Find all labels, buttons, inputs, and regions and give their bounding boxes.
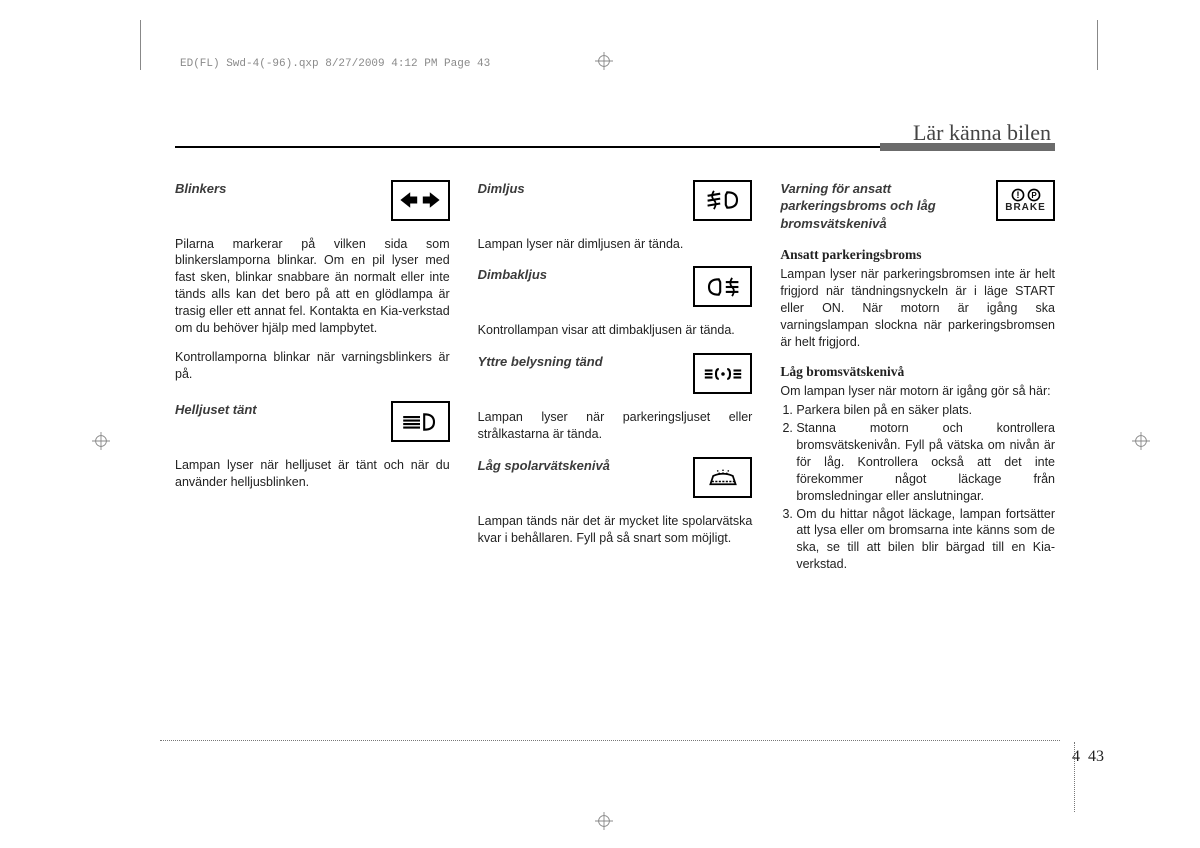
registration-mark-icon xyxy=(92,432,110,450)
registration-mark-icon xyxy=(595,812,613,830)
page-number: 4 43 xyxy=(1072,748,1104,766)
crop-mark xyxy=(1097,20,1098,70)
page-number-value: 43 xyxy=(1088,748,1104,765)
section-title: Dimljus xyxy=(478,180,682,198)
registration-mark-icon xyxy=(1132,432,1150,450)
list-item: Stanna motorn och kontrollera bromsvätsk… xyxy=(796,420,1055,504)
list-item: Om du hittar något läckage, lampan forts… xyxy=(796,506,1055,574)
print-job-header: ED(FL) Swd-4(-96).qxp 8/27/2009 4:12 PM … xyxy=(180,58,490,70)
subheading: Ansatt parkeringsbroms xyxy=(780,246,1055,264)
title-rule xyxy=(175,146,1055,148)
section-title: Blinkers xyxy=(175,180,379,198)
high-beam-icon xyxy=(391,401,450,442)
brake-warning-icon: ! P BRAKE xyxy=(996,180,1055,221)
section-washer-fluid: Låg spolarvätskenivå xyxy=(478,457,753,499)
body-text: Kontrollamporna blinkar när varningsblin… xyxy=(175,349,450,383)
exterior-lights-icon xyxy=(693,353,752,394)
body-text: Lampan tänds när det är mycket lite spol… xyxy=(478,513,753,547)
body-text: Kontrollampan visar att dimbakljusen är … xyxy=(478,322,753,339)
body-text: Lampan lyser när helljuset är tänt och n… xyxy=(175,457,450,491)
steps-list: Parkera bilen på en säker plats. Stanna … xyxy=(780,402,1055,573)
page-content: Lär känna bilen Blinkers Pilarna markera… xyxy=(175,120,1055,574)
crop-mark xyxy=(140,20,141,70)
section-title: Helljuset tänt xyxy=(175,401,379,419)
body-text: Pilarna markerar på vilken sida som blin… xyxy=(175,236,450,337)
section-title: Yttre belysning tänd xyxy=(478,353,682,371)
section-title: Varning för ansatt parkeringsbroms och l… xyxy=(780,180,984,233)
body-text: Lampan lyser när parkeringsbromsen inte … xyxy=(780,266,1055,350)
footer-rule xyxy=(160,740,1060,741)
turn-signal-arrows-icon xyxy=(391,180,450,221)
subheading: Låg bromsvätskenivå xyxy=(780,363,1055,381)
body-text: Om lampan lyser när motorn är igång gör … xyxy=(780,383,1055,400)
column-1: Blinkers Pilarna markerar på vilken sida… xyxy=(175,180,450,575)
list-item: Parkera bilen på en säker plats. xyxy=(796,402,1055,419)
section-blinkers: Blinkers xyxy=(175,180,450,222)
rear-fog-light-icon xyxy=(693,266,752,307)
section-foglight: Dimljus xyxy=(478,180,753,222)
column-3: Varning för ansatt parkeringsbroms och l… xyxy=(780,180,1055,575)
section-number: 4 xyxy=(1072,748,1080,765)
front-fog-light-icon xyxy=(693,180,752,221)
body-text: Lampan lyser när dimljusen är tända. xyxy=(478,236,753,253)
column-2: Dimljus Lampan lyser när dimljusen är tä… xyxy=(478,180,753,575)
registration-mark-icon xyxy=(595,52,613,70)
low-washer-fluid-icon xyxy=(693,457,752,498)
section-title: Dimbakljus xyxy=(478,266,682,284)
section-title: Låg spolarvätskenivå xyxy=(478,457,682,475)
section-brake-warning: Varning för ansatt parkeringsbroms och l… xyxy=(780,180,1055,233)
brake-icon-label: BRAKE xyxy=(1005,203,1046,213)
section-exterior-light: Yttre belysning tänd xyxy=(478,353,753,395)
section-highbeam: Helljuset tänt xyxy=(175,401,450,443)
svg-text:P: P xyxy=(1031,191,1037,200)
section-rearfog: Dimbakljus xyxy=(478,266,753,308)
svg-text:!: ! xyxy=(1016,190,1019,201)
body-text: Lampan lyser när parkeringsljuset eller … xyxy=(478,409,753,443)
